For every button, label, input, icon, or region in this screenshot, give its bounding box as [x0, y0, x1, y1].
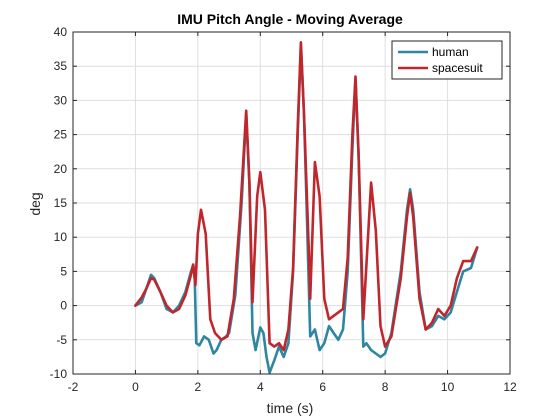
legend-label-spacesuit: spacesuit: [432, 61, 483, 75]
x-tick-label: 8: [382, 380, 389, 394]
series-line-spacesuit: [134, 41, 479, 352]
x-axis-label: time (s): [267, 400, 314, 416]
legend-box: [391, 40, 503, 80]
chart-title: IMU Pitch Angle - Moving Average: [177, 11, 403, 27]
x-tick-label: 10: [441, 380, 455, 394]
plot-area: -2 0 2 4 6 8 10 12 -10 -5 0 5 10 15 20 25 30 35 40: [50, 25, 517, 394]
y-tick-label: -5: [56, 333, 67, 347]
y-tick-label: 10: [54, 230, 68, 244]
x-tick-label: 12: [503, 380, 517, 394]
legend: human spacesuit: [391, 40, 503, 80]
y-tick-label: 40: [54, 25, 68, 39]
x-tick-label: -2: [68, 380, 79, 394]
y-tick-label: -10: [50, 367, 68, 381]
y-axis-label: deg: [27, 192, 43, 215]
y-tick-label: 30: [54, 93, 68, 107]
x-tick-label: 4: [257, 380, 264, 394]
y-tick-label: 5: [60, 264, 67, 278]
y-tick-label: 0: [60, 299, 67, 313]
y-tick-label: 25: [54, 128, 68, 142]
y-tick-label: 35: [54, 59, 68, 73]
x-tick-label: 0: [132, 380, 139, 394]
legend-label-human: human: [432, 45, 469, 59]
y-tick-label: 15: [54, 196, 68, 210]
x-tick-label: 2: [195, 380, 202, 394]
y-tick-label: 20: [54, 162, 68, 176]
x-tick-label: 6: [319, 380, 326, 394]
